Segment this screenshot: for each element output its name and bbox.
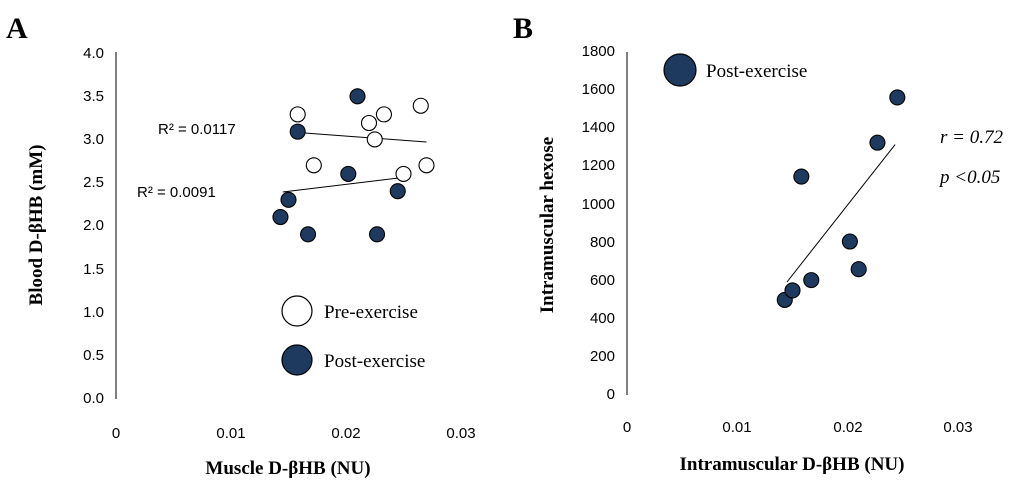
panel-a-y-tick-label: 2.5 [83,174,104,191]
panel-a-y-axis-label: Blood D-βHB (mM) [26,145,47,306]
panel-b-x-axis-label: Intramuscular D-βHB (NU) [680,454,905,475]
panel-a-x-axis-label: Muscle D-βHB (NU) [205,458,370,479]
panel-b-legend-post-exercise-marker [663,53,697,87]
panel-a-post-exercise-r-squared: R² = 0.0091 [137,184,216,201]
panel-a-y-tick-label: 1.0 [83,304,104,321]
panel-a-post-exercise-point [272,208,289,226]
panel-a-label: A [6,12,28,45]
panel-a-y-tick-label: 0.5 [83,347,104,364]
panel-b-y-tick-label: 200 [590,348,615,365]
panel-b-y-tick-label: 1600 [582,81,615,98]
panel-b-post-exercise-point [841,233,858,250]
panel-b-y-tick-label: 1000 [582,196,615,213]
panel-a-post-exercise-trendline [282,176,404,193]
panel-a-x-tick-label: 0.03 [446,425,475,442]
panel-a-y-tick-label: 2.0 [83,217,104,234]
panel-a-post-exercise-point [340,165,357,182]
panel-a-post-exercise-point [289,123,306,140]
panel-b-y-tick-label: 600 [590,272,615,289]
panel-a-legend-post-exercise-marker [281,344,313,376]
panel-b-y-tick-label: 1400 [582,119,615,136]
panel-b-legend: Post-exercise [663,53,807,87]
panel-b-correlation-r: r = 0.72 [940,127,1003,148]
panel-b-x-tick-label: 0 [623,419,631,436]
panel-a-legend-pre-exercise-marker [281,295,313,327]
panel-a-post-exercise-point [368,226,386,243]
panel-b-post-exercise-point [869,134,886,151]
panel-a-post-exercise-point [349,88,366,105]
panel-a-points [272,88,435,243]
panel-a-pre-exercise-point [412,97,429,114]
panel-b-y-tick-label: 400 [590,310,615,327]
panel-b-y-tick-label: 800 [590,234,615,251]
panel-a-pre-exercise-r-squared: R² = 0.0117 [158,121,236,138]
panel-a-y-tick-label: 0.0 [83,390,104,407]
panel-a-y-tick-label: 3.5 [83,88,104,105]
panel-a-pre-exercise-point [360,114,378,132]
panel-b-label: B [513,12,533,45]
panel-a-x-tick-label: 0.02 [331,425,360,442]
panel-a-y-tick-label: 3.0 [83,131,104,148]
panel-b-post-exercise-point [889,89,906,106]
panel-a-pre-exercise-point [289,106,306,123]
panel-a-y-tick-labels: 0.0 0.5 1.0 1.5 2.0 2.5 3.0 3.5 4.0 [83,45,104,407]
panel-a-y-tick-label: 1.5 [83,261,104,278]
panel-b: B 0 200 400 600 800 1000 1200 1400 1600 … [513,12,1003,475]
panel-b-y-tick-label: 1200 [582,157,615,174]
panel-b-post-exercise-point [803,272,820,289]
panel-b-x-tick-labels: 0 0.01 0.02 0.03 [623,419,973,436]
panel-a-x-tick-labels: 0 0.01 0.02 0.03 [112,425,476,442]
panel-b-post-exercise-point [784,282,801,299]
panel-b-x-tick-label: 0.03 [943,419,972,436]
panel-a-post-exercise-point [389,183,406,200]
panel-a-legend-pre-exercise-label: Pre-exercise [324,302,418,323]
panel-b-legend-post-exercise-label: Post-exercise [706,61,807,82]
panel-b-post-exercise-point [850,261,867,278]
panel-b-x-tick-label: 0.02 [833,419,862,436]
panel-b-post-exercise-point [793,168,810,185]
panel-a-legend: Pre-exercise Post-exercise [281,295,425,376]
panel-a-pre-exercise-point [375,106,393,123]
panel-b-y-axis-label: Intramuscular hexose [537,137,558,313]
panel-a-pre-exercise-point [305,157,322,174]
panel-a-pre-exercise-point [418,157,435,174]
panel-b-post-exercise-trendline [786,144,896,283]
panel-a-y-tick-label: 4.0 [83,45,104,62]
panel-a-pre-exercise-point [366,131,383,148]
panel-a-pre-exercise-point [395,165,412,182]
panel-a: A 0.0 0.5 1.0 1.5 2.0 2.5 3.0 3.5 4.0 0 … [6,12,476,479]
panel-a-x-tick-label: 0 [112,425,120,442]
panel-a-pre-exercise-trendline [297,131,427,143]
panel-b-points [776,89,906,308]
panel-a-legend-post-exercise-label: Post-exercise [324,351,425,372]
panel-b-y-tick-labels: 0 200 400 600 800 1000 1200 1400 1600 18… [582,43,615,403]
panel-a-post-exercise-point [299,226,317,243]
panel-b-x-tick-label: 0.01 [722,419,751,436]
panel-a-post-exercise-point [280,191,297,208]
panel-b-y-tick-label: 1800 [582,43,615,60]
panel-a-x-tick-label: 0.01 [216,425,245,442]
panel-b-y-tick-label: 0 [607,386,615,403]
panel-b-p-value: p <0.05 [938,167,1000,188]
